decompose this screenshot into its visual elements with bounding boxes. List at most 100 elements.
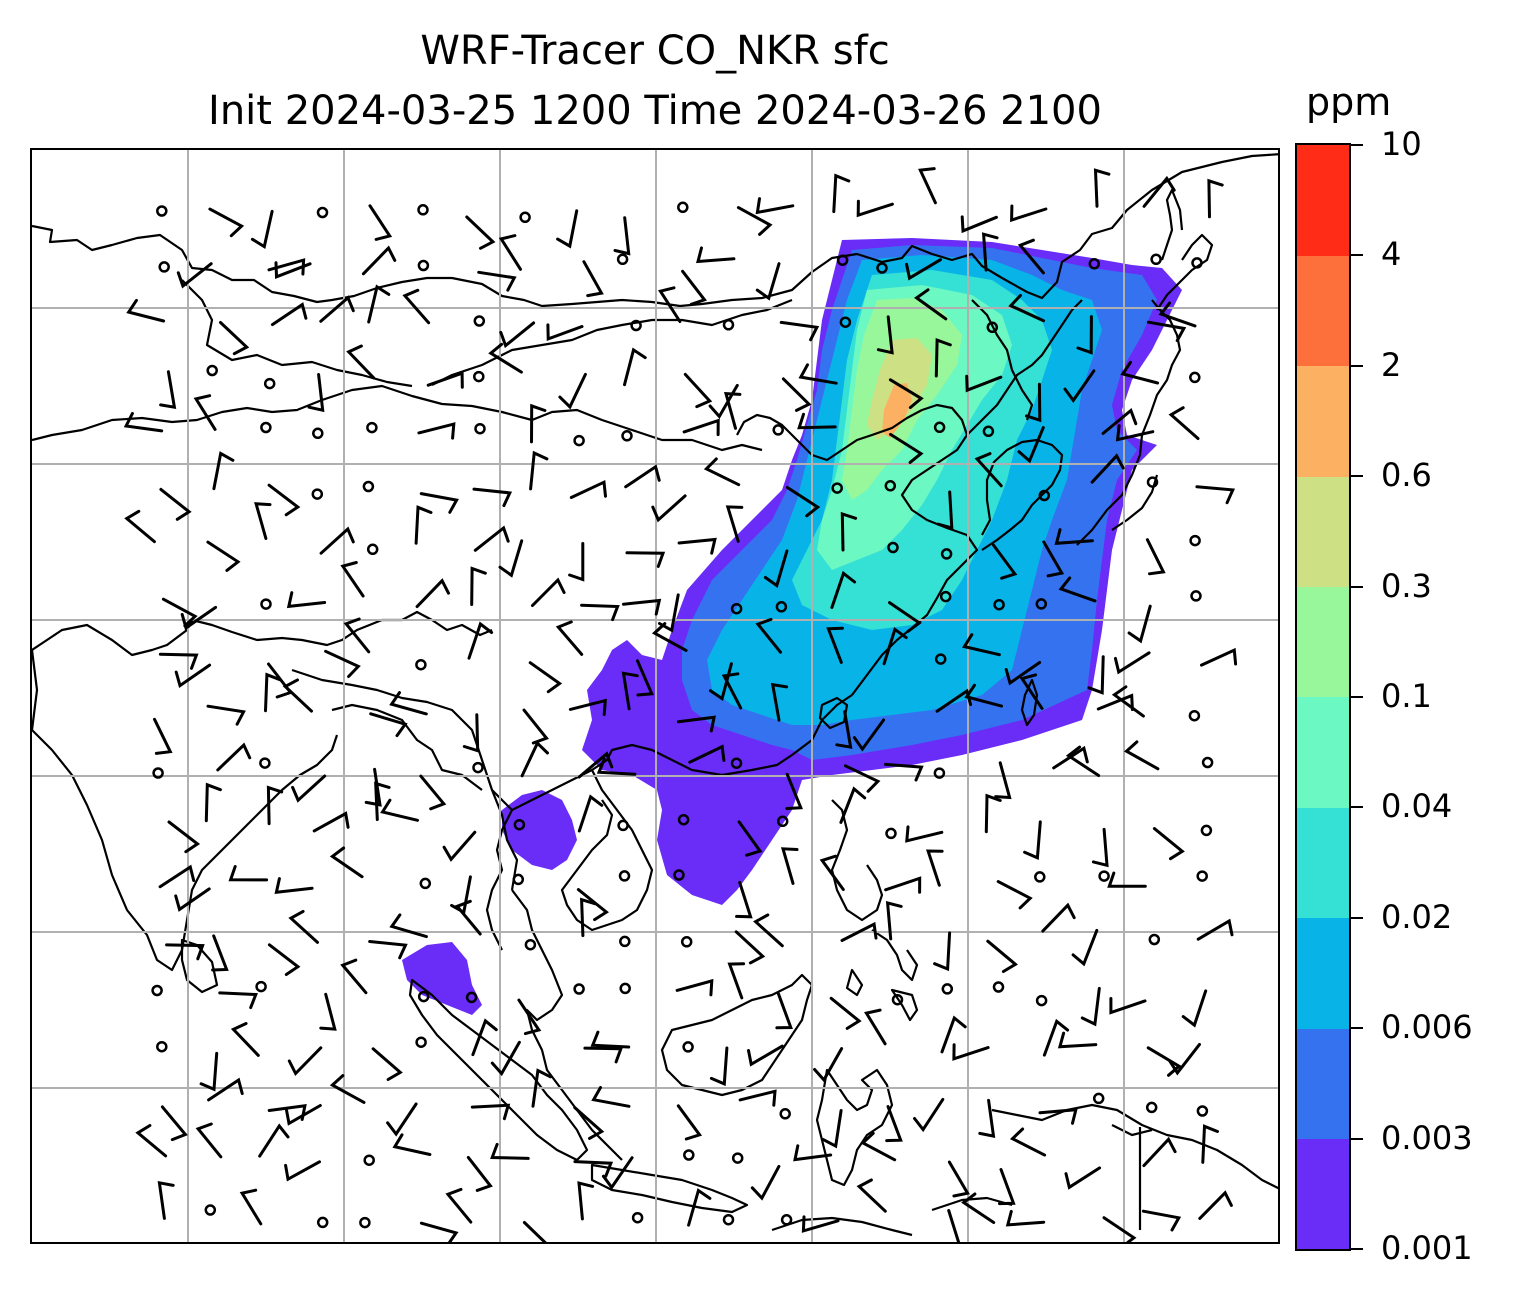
wind-barb [753,913,784,948]
colorbar-unit: ppm [1306,80,1392,124]
calm-wind-marker [255,980,267,993]
wind-barb [914,288,948,321]
wind-barb [1107,871,1147,888]
calm-wind-marker [573,983,585,995]
wind-barb [1158,301,1197,328]
wind-barb [1198,1190,1233,1220]
colorbar-tick [1351,1027,1363,1030]
wind-barb [709,1046,729,1087]
wind-barb [123,412,164,433]
wind-barb [206,540,241,572]
colorbar-tick-label: 0.6 [1381,456,1432,495]
wind-barb [1041,902,1076,933]
calm-wind-marker [1038,489,1051,502]
calm-wind-marker [1200,824,1213,837]
calm-wind-marker [885,827,897,840]
colorbar-segment [1297,1028,1349,1140]
wind-barbs [123,167,1238,1242]
wind-barb [1196,918,1234,941]
wind-barb [840,921,878,942]
wind-barb [1111,685,1145,718]
wind-barb [885,1105,903,1143]
wind-barb [736,206,773,236]
wind-barb [477,270,517,292]
wind-barb [159,487,192,521]
wind-barb [885,901,903,941]
calm-wind-marker [1146,476,1159,488]
wind-barb [180,605,218,631]
wind-barb [876,315,894,355]
wind-barb [1195,485,1236,505]
coastline [815,1068,894,1187]
wind-barb [770,682,789,722]
coastline [590,1163,749,1214]
wind-barb [801,1215,840,1233]
wind-barb [785,486,821,518]
wind-barb [161,597,198,628]
wind-barb [832,173,851,214]
wind-barb [687,1188,712,1227]
wind-barb [676,715,716,733]
wind-barb [250,209,274,249]
wind-barb [755,197,795,215]
wind-barb [601,1156,634,1190]
colorbar-tick [1351,696,1363,698]
calm-wind-marker [363,1154,375,1166]
coastline [660,973,814,1097]
coastline [32,649,339,972]
wind-barb [1025,382,1042,423]
coastline [491,694,853,812]
plume-contour [502,790,577,870]
wind-barb [159,370,177,410]
calm-wind-marker [993,598,1005,611]
wind-barb [1145,538,1166,576]
calm-wind-marker [1088,258,1101,270]
wind-barb [763,549,789,589]
wind-barb [157,1180,175,1220]
wind-barb [688,744,726,764]
wind-barb [852,718,886,752]
calm-wind-marker [359,1216,371,1229]
wind-barb [522,708,549,745]
colorbar-tick [1351,364,1363,367]
calm-wind-marker [677,813,690,826]
colorbar-tick [1351,1248,1363,1250]
wind-barb [1207,178,1224,219]
wind-barb [568,542,585,582]
wind-barb [1127,604,1152,644]
calm-wind-marker [524,938,537,951]
coastline [331,703,483,791]
wind-barb [546,323,584,342]
wind-barb [499,321,536,349]
wind-barb [558,372,587,410]
wind-barb [829,996,862,1030]
wind-barb [888,378,924,409]
wind-barb [775,992,793,1030]
coastline [560,769,654,932]
wind-barb [282,678,313,713]
wind-barb [529,450,549,491]
wind-barb [1181,989,1208,1028]
coastline [871,929,919,982]
wind-barb [781,377,812,412]
coastline [32,610,493,657]
wind-barb [826,626,844,664]
wind-barb [981,232,999,272]
wind-barb [724,391,742,430]
wind-barb [986,939,1018,973]
colorbar [1295,143,1351,1251]
calm-wind-marker [617,819,629,832]
calm-wind-marker [876,262,888,274]
wind-barb [531,1068,552,1108]
wind-barb [703,457,741,487]
wind-barb [1004,661,1042,686]
wind-barb [555,620,584,656]
coastline [966,299,1083,436]
wind-barb [675,978,714,997]
wind-barb [785,772,803,810]
wind-barb [239,1188,263,1226]
colorbar-segment [1297,145,1349,256]
wind-barb [307,373,325,413]
wind-barb [361,245,397,276]
coastline [931,1196,1013,1212]
